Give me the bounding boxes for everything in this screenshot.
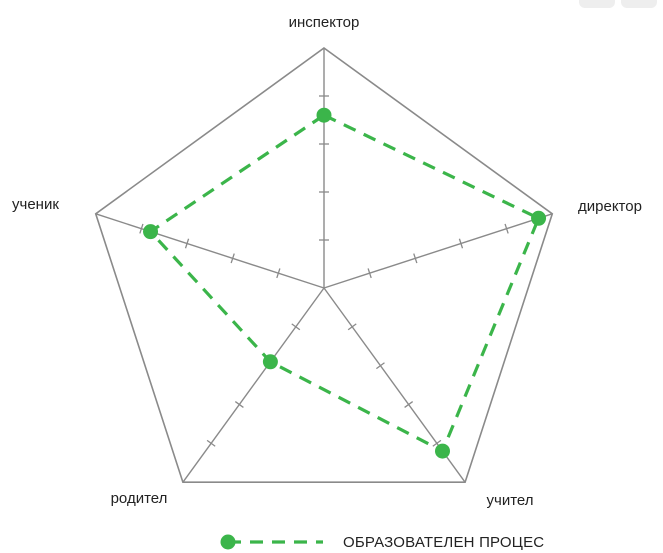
radar-series bbox=[143, 107, 547, 459]
radar-spoke bbox=[182, 287, 325, 483]
legend-marker bbox=[220, 534, 236, 550]
radar-tick bbox=[347, 323, 357, 331]
radar-spoke bbox=[323, 213, 553, 289]
radar-tick bbox=[234, 401, 244, 408]
radar-outer-frame bbox=[94, 47, 554, 484]
axis-label: учител bbox=[487, 492, 534, 509]
radar-tick bbox=[230, 253, 235, 264]
radar-tick bbox=[184, 238, 190, 249]
legend: ОБРАЗОВАТЕЛЕН ПРОЦЕС bbox=[220, 534, 544, 551]
axis-label: ученик bbox=[12, 196, 59, 213]
data-point bbox=[143, 224, 159, 240]
corner-decoration bbox=[563, 0, 663, 8]
data-point bbox=[262, 354, 278, 370]
radar-tick bbox=[432, 439, 442, 447]
radar-tick bbox=[206, 439, 216, 447]
legend-label: ОБРАЗОВАТЕЛЕН ПРОЦЕС bbox=[343, 534, 544, 551]
radar-tick bbox=[276, 268, 281, 279]
radar-tick bbox=[139, 223, 144, 234]
axis-labels: инспектор директор учител родител ученик bbox=[12, 14, 642, 509]
radar-spoke bbox=[95, 213, 325, 289]
data-point bbox=[316, 107, 332, 123]
data-point bbox=[434, 443, 450, 459]
data-point bbox=[531, 210, 547, 226]
axis-label: инспектор bbox=[289, 14, 360, 31]
radar-tick bbox=[504, 223, 509, 234]
axis-label: родител bbox=[111, 490, 168, 507]
radar-tick bbox=[404, 401, 414, 408]
series-line bbox=[148, 113, 541, 454]
radar-tick bbox=[458, 238, 464, 249]
axis-label: директор bbox=[578, 198, 642, 215]
radar-tick bbox=[376, 362, 385, 370]
radar-tick bbox=[413, 253, 418, 264]
radar-tick bbox=[291, 323, 301, 331]
radar-tick bbox=[367, 268, 372, 279]
